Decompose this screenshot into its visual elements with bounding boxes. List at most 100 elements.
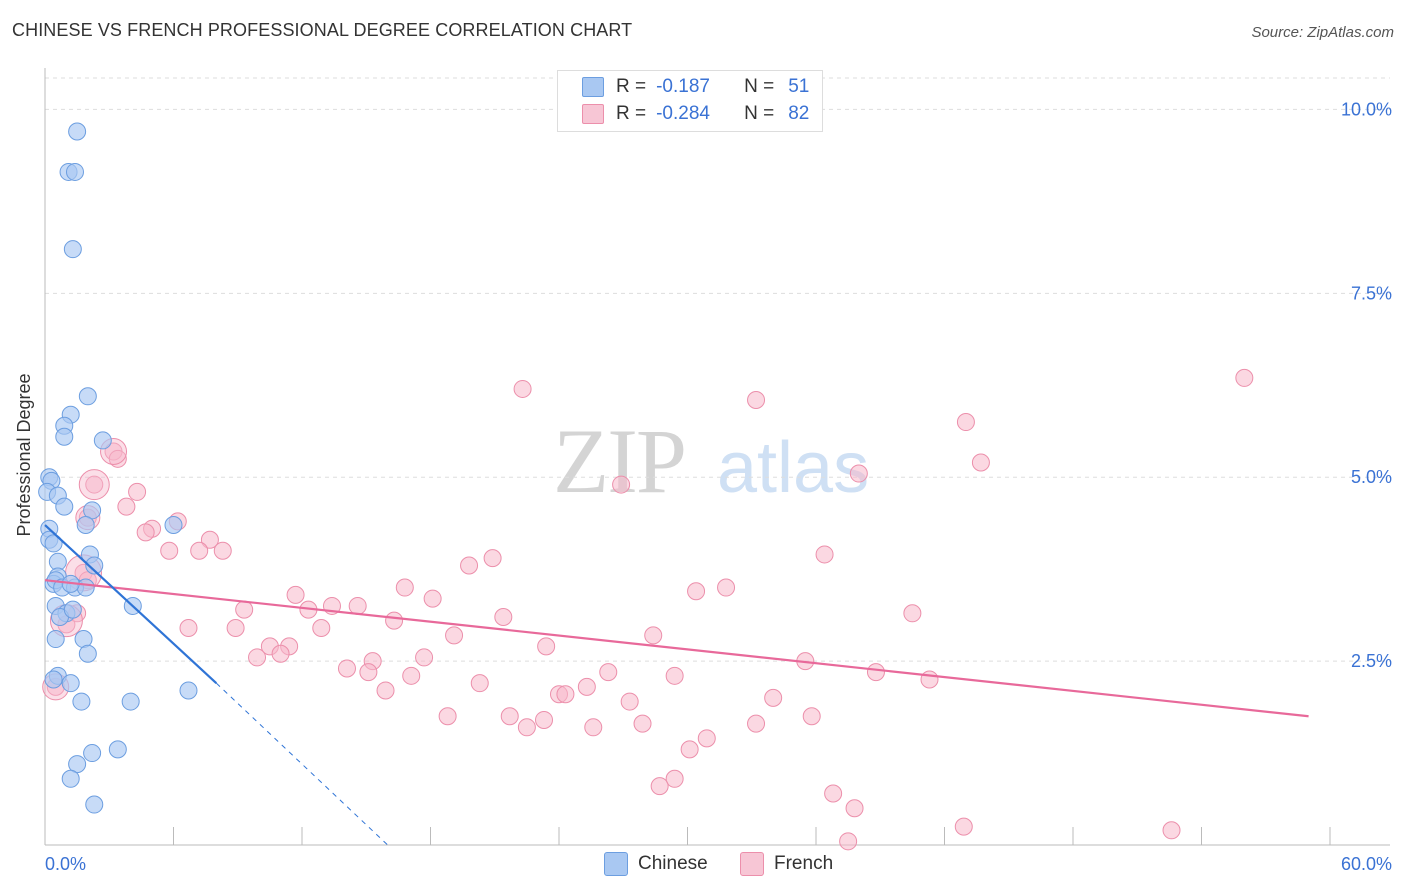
french-point <box>697 729 716 748</box>
french-r-label: R = <box>616 103 647 124</box>
y-tick-label: 7.5% <box>1351 283 1392 303</box>
french-point <box>764 688 783 707</box>
chinese-r-label: R = <box>616 76 647 97</box>
french-legend-label: French <box>774 853 834 874</box>
french-point <box>248 648 267 667</box>
french-point <box>612 475 631 494</box>
french-point <box>160 541 179 560</box>
chinese-r-value: -0.187 <box>656 76 710 97</box>
bottom-legend-chinese: Chinese <box>604 852 708 876</box>
french-point <box>445 626 464 645</box>
french-point <box>824 784 843 803</box>
chinese-n-label: N = <box>744 76 775 97</box>
correlation-legend: R = -0.187 N = 51 R = -0.284 N = 82 <box>557 70 823 132</box>
french-point <box>620 692 639 711</box>
french-point <box>117 497 136 516</box>
french-point <box>376 681 395 700</box>
french-point <box>537 637 556 656</box>
french-point <box>213 541 232 560</box>
chinese-point <box>61 769 80 788</box>
chinese-point <box>83 744 102 763</box>
y-tick-label: 10.0% <box>1341 99 1392 119</box>
chinese-point <box>61 674 80 693</box>
chinese-trend-extension <box>215 682 389 846</box>
chinese-swatch-icon <box>582 77 604 97</box>
chart-title: CHINESE VS FRENCH PROFESSIONAL DEGREE CO… <box>12 20 633 40</box>
french-point <box>556 685 575 704</box>
french-point <box>395 578 414 597</box>
chinese-point <box>65 162 84 181</box>
french-point <box>226 619 245 638</box>
french-point <box>271 644 290 663</box>
french-point <box>500 707 519 726</box>
french-point <box>650 777 669 796</box>
chinese-point <box>85 795 104 814</box>
chinese-point <box>78 387 97 406</box>
watermark-zip: ZIP <box>553 410 685 512</box>
french-point <box>665 769 684 788</box>
french-point <box>136 523 155 542</box>
chinese-point <box>78 644 97 663</box>
chinese-point <box>76 578 95 597</box>
french-point <box>312 619 331 638</box>
french-point <box>385 611 404 630</box>
chinese-point <box>76 516 95 535</box>
french-point <box>687 582 706 601</box>
french-point <box>200 530 219 549</box>
french-point <box>845 799 864 818</box>
french-point <box>956 413 975 432</box>
french-point <box>535 710 554 729</box>
french-point <box>680 740 699 759</box>
french-point <box>337 659 356 678</box>
french-point <box>633 714 652 733</box>
bottom-legend-french: French <box>740 852 833 876</box>
french-point <box>747 390 766 409</box>
french-point <box>108 449 127 468</box>
french-point <box>517 718 536 737</box>
x-tick-label-max: 60.0% <box>1341 854 1392 874</box>
source-label: Source: ZipAtlas.com <box>1251 24 1394 41</box>
french-n-label: N = <box>744 103 775 124</box>
french-point <box>348 596 367 615</box>
french-point <box>839 832 858 851</box>
chinese-n-value: 51 <box>788 76 810 97</box>
chinese-point <box>72 692 91 711</box>
chinese-point <box>44 534 63 553</box>
french-point-large <box>78 469 110 501</box>
french-point <box>644 626 663 645</box>
chinese-point <box>55 497 74 516</box>
french-point <box>438 707 457 726</box>
french-point <box>483 549 502 568</box>
french-point <box>423 589 442 608</box>
legend-row-chinese: R = -0.187 N = 51 <box>582 75 809 99</box>
french-point <box>954 817 973 836</box>
french-point <box>1235 368 1254 387</box>
chinese-legend-label: Chinese <box>638 853 708 874</box>
watermark-atlas: atlas <box>717 428 869 508</box>
french-point <box>85 475 104 494</box>
chinese-point <box>68 122 87 141</box>
chinese-point <box>179 681 198 700</box>
y-tick-label: 5.0% <box>1351 467 1392 487</box>
french-point <box>599 663 618 682</box>
chinese-legend-icon <box>604 852 628 876</box>
french-point <box>971 453 990 472</box>
french-point <box>849 464 868 483</box>
chinese-point <box>63 600 82 619</box>
french-point <box>815 545 834 564</box>
french-r-value: -0.284 <box>656 103 710 124</box>
french-point <box>359 663 378 682</box>
french-point <box>577 677 596 696</box>
french-point <box>179 619 198 638</box>
french-point <box>402 666 421 685</box>
french-point <box>286 585 305 604</box>
french-point <box>1162 821 1181 840</box>
french-point <box>128 482 147 501</box>
french-point <box>584 718 603 737</box>
y-tick-label: 2.5% <box>1351 651 1392 671</box>
french-point <box>470 674 489 693</box>
french-point <box>235 600 254 619</box>
chinese-point <box>46 630 65 649</box>
french-point <box>513 379 532 398</box>
